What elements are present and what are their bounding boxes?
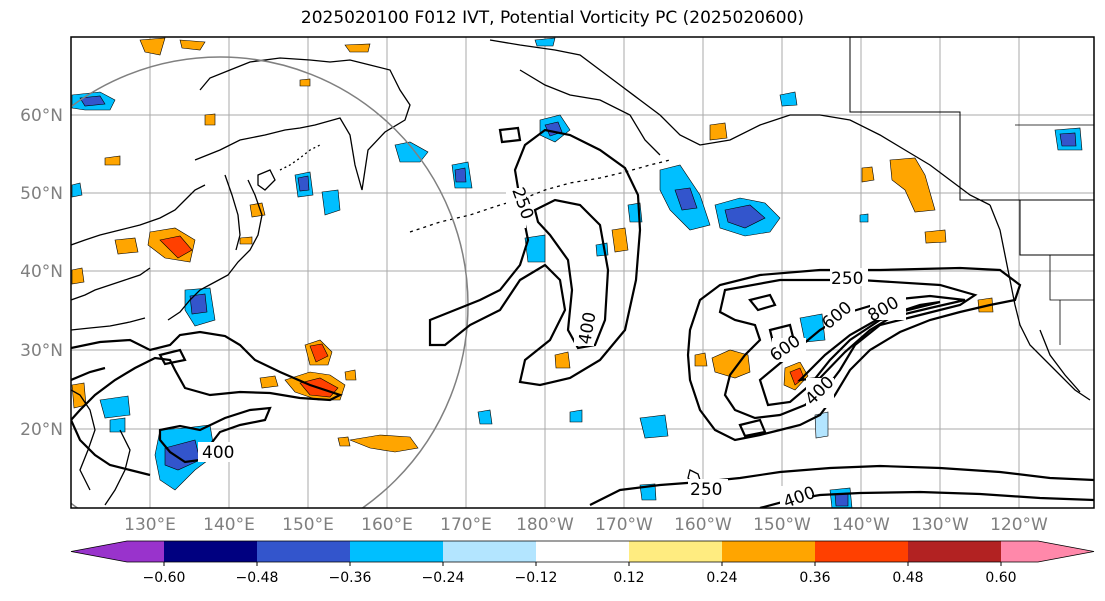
map-layers: 250 400 250 400 600 600 800 400 250 400 (71, 37, 1094, 508)
contour-label: 250 (690, 480, 722, 500)
lat-label: 50°N (20, 184, 63, 204)
contour-label: 250 (831, 269, 863, 289)
colorbar: −0.60 −0.48 −0.36 −0.24 −0.12 0.12 0.24 0.36 0.4… (70, 540, 1095, 586)
colorbar-segment (164, 541, 257, 562)
lat-label: 20°N (20, 420, 63, 440)
lat-label: 40°N (20, 262, 63, 282)
colorbar-tick-label: 0.36 (799, 570, 830, 586)
colorbar-tick-label: 0.12 (613, 570, 644, 586)
lat-labels: 60°N 50°N 40°N 30°N 20°N (20, 106, 63, 440)
colorbar-tick-label: −0.24 (422, 570, 465, 586)
colorbar-segment (350, 541, 443, 562)
lon-label: 180°W (516, 515, 574, 535)
colorbar-segment (71, 541, 164, 562)
colorbar-outline (70, 540, 1095, 563)
lon-label: 170°E (440, 515, 492, 535)
lon-label: 120°W (990, 515, 1048, 535)
colorbar-tick-label: 0.60 (985, 570, 1016, 586)
contour-label: 400 (202, 443, 234, 463)
lon-label: 150°E (282, 515, 334, 535)
map-title: 2025020100 F012 IVT, Potential Vorticity… (300, 8, 805, 28)
lon-label: 130°W (911, 515, 969, 535)
lon-label: 150°W (753, 515, 811, 535)
colorbar-segment (536, 541, 629, 562)
lat-label: 30°N (20, 341, 63, 361)
colorbar-segment (1001, 541, 1094, 562)
colorbar-tick-label: −0.36 (329, 570, 372, 586)
colorbar-segment (629, 541, 722, 562)
map-frame (70, 36, 1095, 509)
lon-label: 140°E (203, 515, 255, 535)
colorbar-segment (443, 541, 536, 562)
lon-label: 140°W (832, 515, 890, 535)
lon-label: 160°W (674, 515, 732, 535)
colorbar-segment (908, 541, 1001, 562)
coastlines (71, 37, 1094, 506)
lon-label: 160°E (361, 515, 413, 535)
colorbar-tick-label: 0.24 (706, 570, 737, 586)
lon-label: 130°E (124, 515, 176, 535)
colorbar-tick-label: −0.12 (515, 570, 558, 586)
lon-labels: 130°E 140°E 150°E 160°E 170°E 180°W 170°… (124, 515, 1048, 535)
colorbar-segment (722, 541, 815, 562)
colorbar-tick-label: −0.48 (236, 570, 279, 586)
colorbar-segment (815, 541, 908, 562)
colorbar-tick-label: −0.60 (143, 570, 186, 586)
map-background (71, 37, 1094, 508)
colorbar-segment (257, 541, 350, 562)
lon-label: 170°W (595, 515, 653, 535)
lat-label: 60°N (20, 106, 63, 126)
colorbar-tick-label: 0.48 (892, 570, 923, 586)
